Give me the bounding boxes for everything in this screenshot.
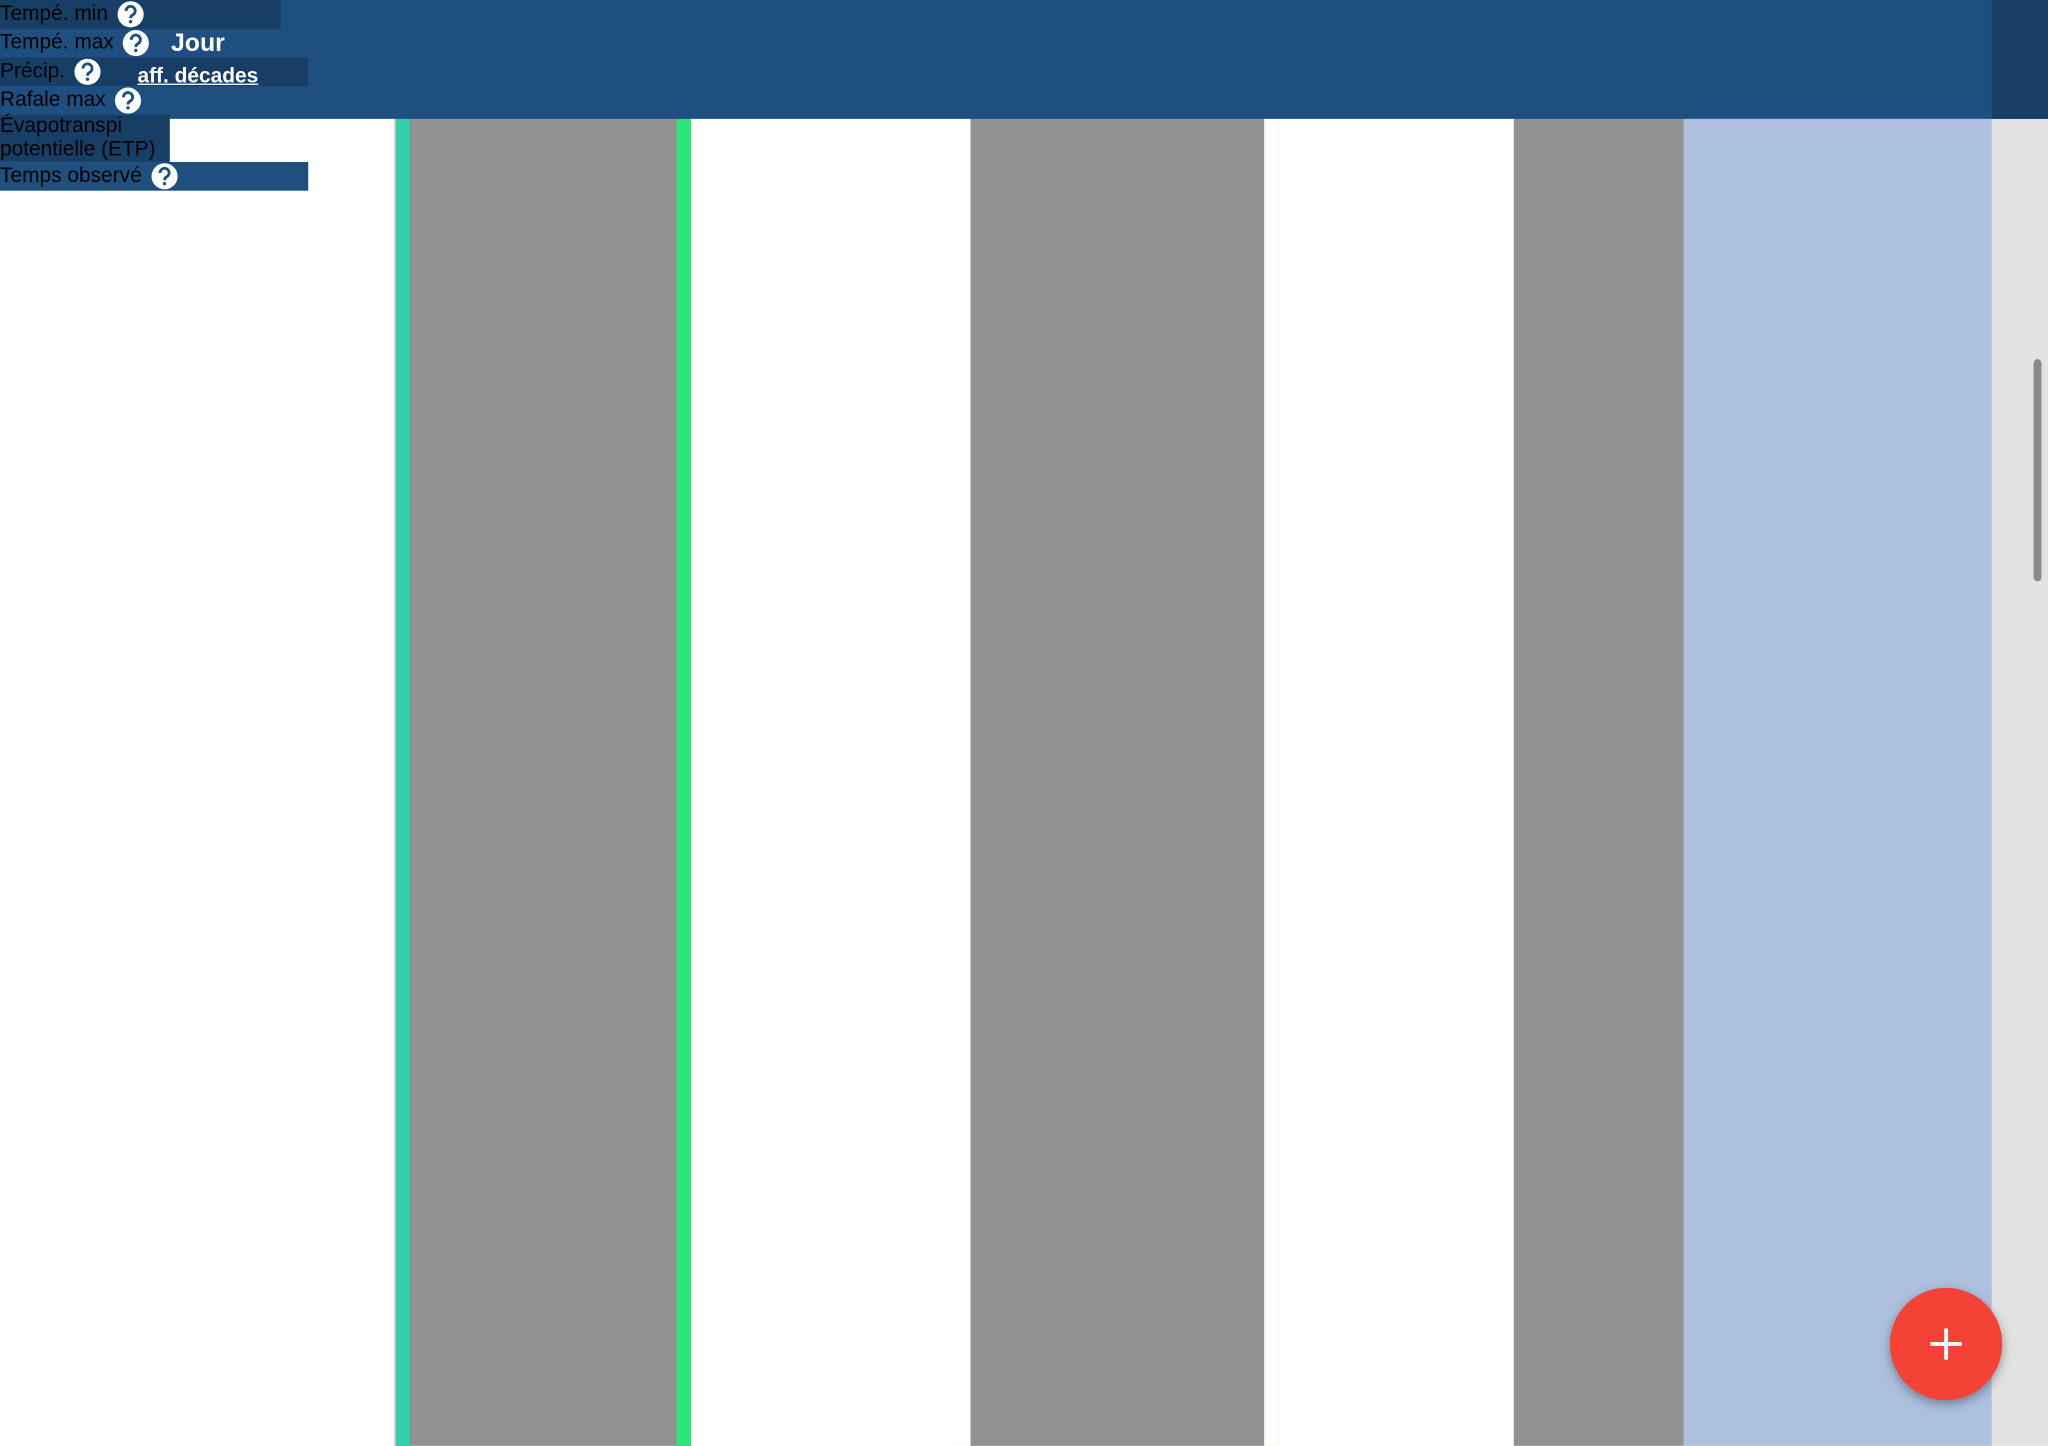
column-shade	[1513, 0, 1684, 1446]
column-shade	[395, 0, 677, 1446]
column-shade	[395, 0, 677, 1446]
decades-link[interactable]: aff. décades	[137, 64, 259, 87]
column-shade	[395, 0, 677, 1446]
help-icon[interactable]	[114, 86, 143, 115]
column-shade	[1513, 0, 1684, 1446]
column-shade	[395, 0, 677, 1446]
scrollbar-thumb[interactable]	[2033, 359, 2042, 582]
help-icon[interactable]	[150, 162, 179, 191]
column-shade	[1513, 0, 1684, 1446]
column-shade	[956, 0, 1265, 1446]
column-shade	[956, 0, 1265, 1446]
column-header: Évapotranspi potentielle (ETP)	[0, 114, 170, 162]
column-shade	[1683, 0, 1992, 1446]
column-shade	[1513, 0, 1684, 1446]
plus-icon	[1930, 1328, 1962, 1360]
column-shade	[1513, 0, 1684, 1446]
column-shade	[956, 0, 1265, 1446]
column-shade	[1513, 0, 1684, 1446]
column-shade	[1513, 0, 1684, 1446]
color-bar	[676, 0, 691, 1446]
column-shade	[395, 0, 677, 1446]
column-shade	[1683, 0, 1992, 1446]
column-shade	[1513, 0, 1684, 1446]
column-shade	[1513, 0, 1684, 1446]
header-label: Jour	[170, 29, 225, 57]
help-icon[interactable]	[122, 29, 151, 58]
header-scroll-area	[1991, 0, 2048, 119]
header-label: Tempé. max	[0, 31, 114, 54]
column-shade	[395, 0, 677, 1446]
column-shade	[395, 0, 677, 1446]
color-bar	[956, 0, 971, 1446]
column-shade	[1683, 0, 1992, 1446]
column-shade	[1683, 0, 1992, 1446]
column-shade	[1683, 0, 1992, 1446]
table-header: Jour aff. décades Tempé. min Tempé. max Pr…	[0, 0, 2048, 191]
column-header: Tempé. min	[0, 0, 281, 29]
column-shade	[1683, 0, 1992, 1446]
column-shade	[1513, 0, 1684, 1446]
color-bar	[1264, 0, 1279, 1446]
column-shade	[1683, 0, 1992, 1446]
color-bar	[395, 0, 411, 1446]
column-header: Précip.	[0, 57, 309, 87]
header-label: Rafale max	[0, 89, 106, 112]
column-shade	[1683, 0, 1992, 1446]
column-shade	[395, 0, 677, 1446]
add-button[interactable]	[1889, 1287, 2003, 1401]
column-divider	[394, 0, 396, 1446]
column-shade	[395, 0, 677, 1446]
header-label: Précip.	[0, 60, 66, 83]
column-header: Temps observé	[0, 161, 309, 191]
column-shade	[956, 0, 1265, 1446]
column-header: Rafale max	[0, 86, 250, 115]
help-icon[interactable]	[116, 0, 145, 29]
column-shade	[956, 0, 1265, 1446]
column-shade	[956, 0, 1265, 1446]
column-shade	[956, 0, 1265, 1446]
column-shade	[395, 0, 677, 1446]
column-shade	[1683, 0, 1992, 1446]
column-shade	[956, 0, 1265, 1446]
column-shade	[1513, 0, 1684, 1446]
header-day: Jour aff. décades	[0, 0, 396, 119]
column-shade	[395, 0, 677, 1446]
column-shade	[1513, 0, 1684, 1446]
scroll-track	[1991, 0, 2048, 1446]
column-header: Tempé. max	[0, 28, 280, 58]
header-label: Tempé. min	[0, 2, 109, 26]
column-shade	[1683, 0, 1992, 1446]
header-label: Temps observé	[0, 164, 142, 188]
column-shade	[956, 0, 1265, 1446]
column-shade	[1683, 0, 1992, 1446]
column-shade	[956, 0, 1265, 1446]
column-shade	[956, 0, 1265, 1446]
column-shade	[956, 0, 1265, 1446]
help-icon[interactable]	[73, 57, 102, 86]
column-shade	[395, 0, 677, 1446]
header-label: Évapotranspi potentielle (ETP)	[0, 114, 156, 161]
column-shade	[1683, 0, 1992, 1446]
